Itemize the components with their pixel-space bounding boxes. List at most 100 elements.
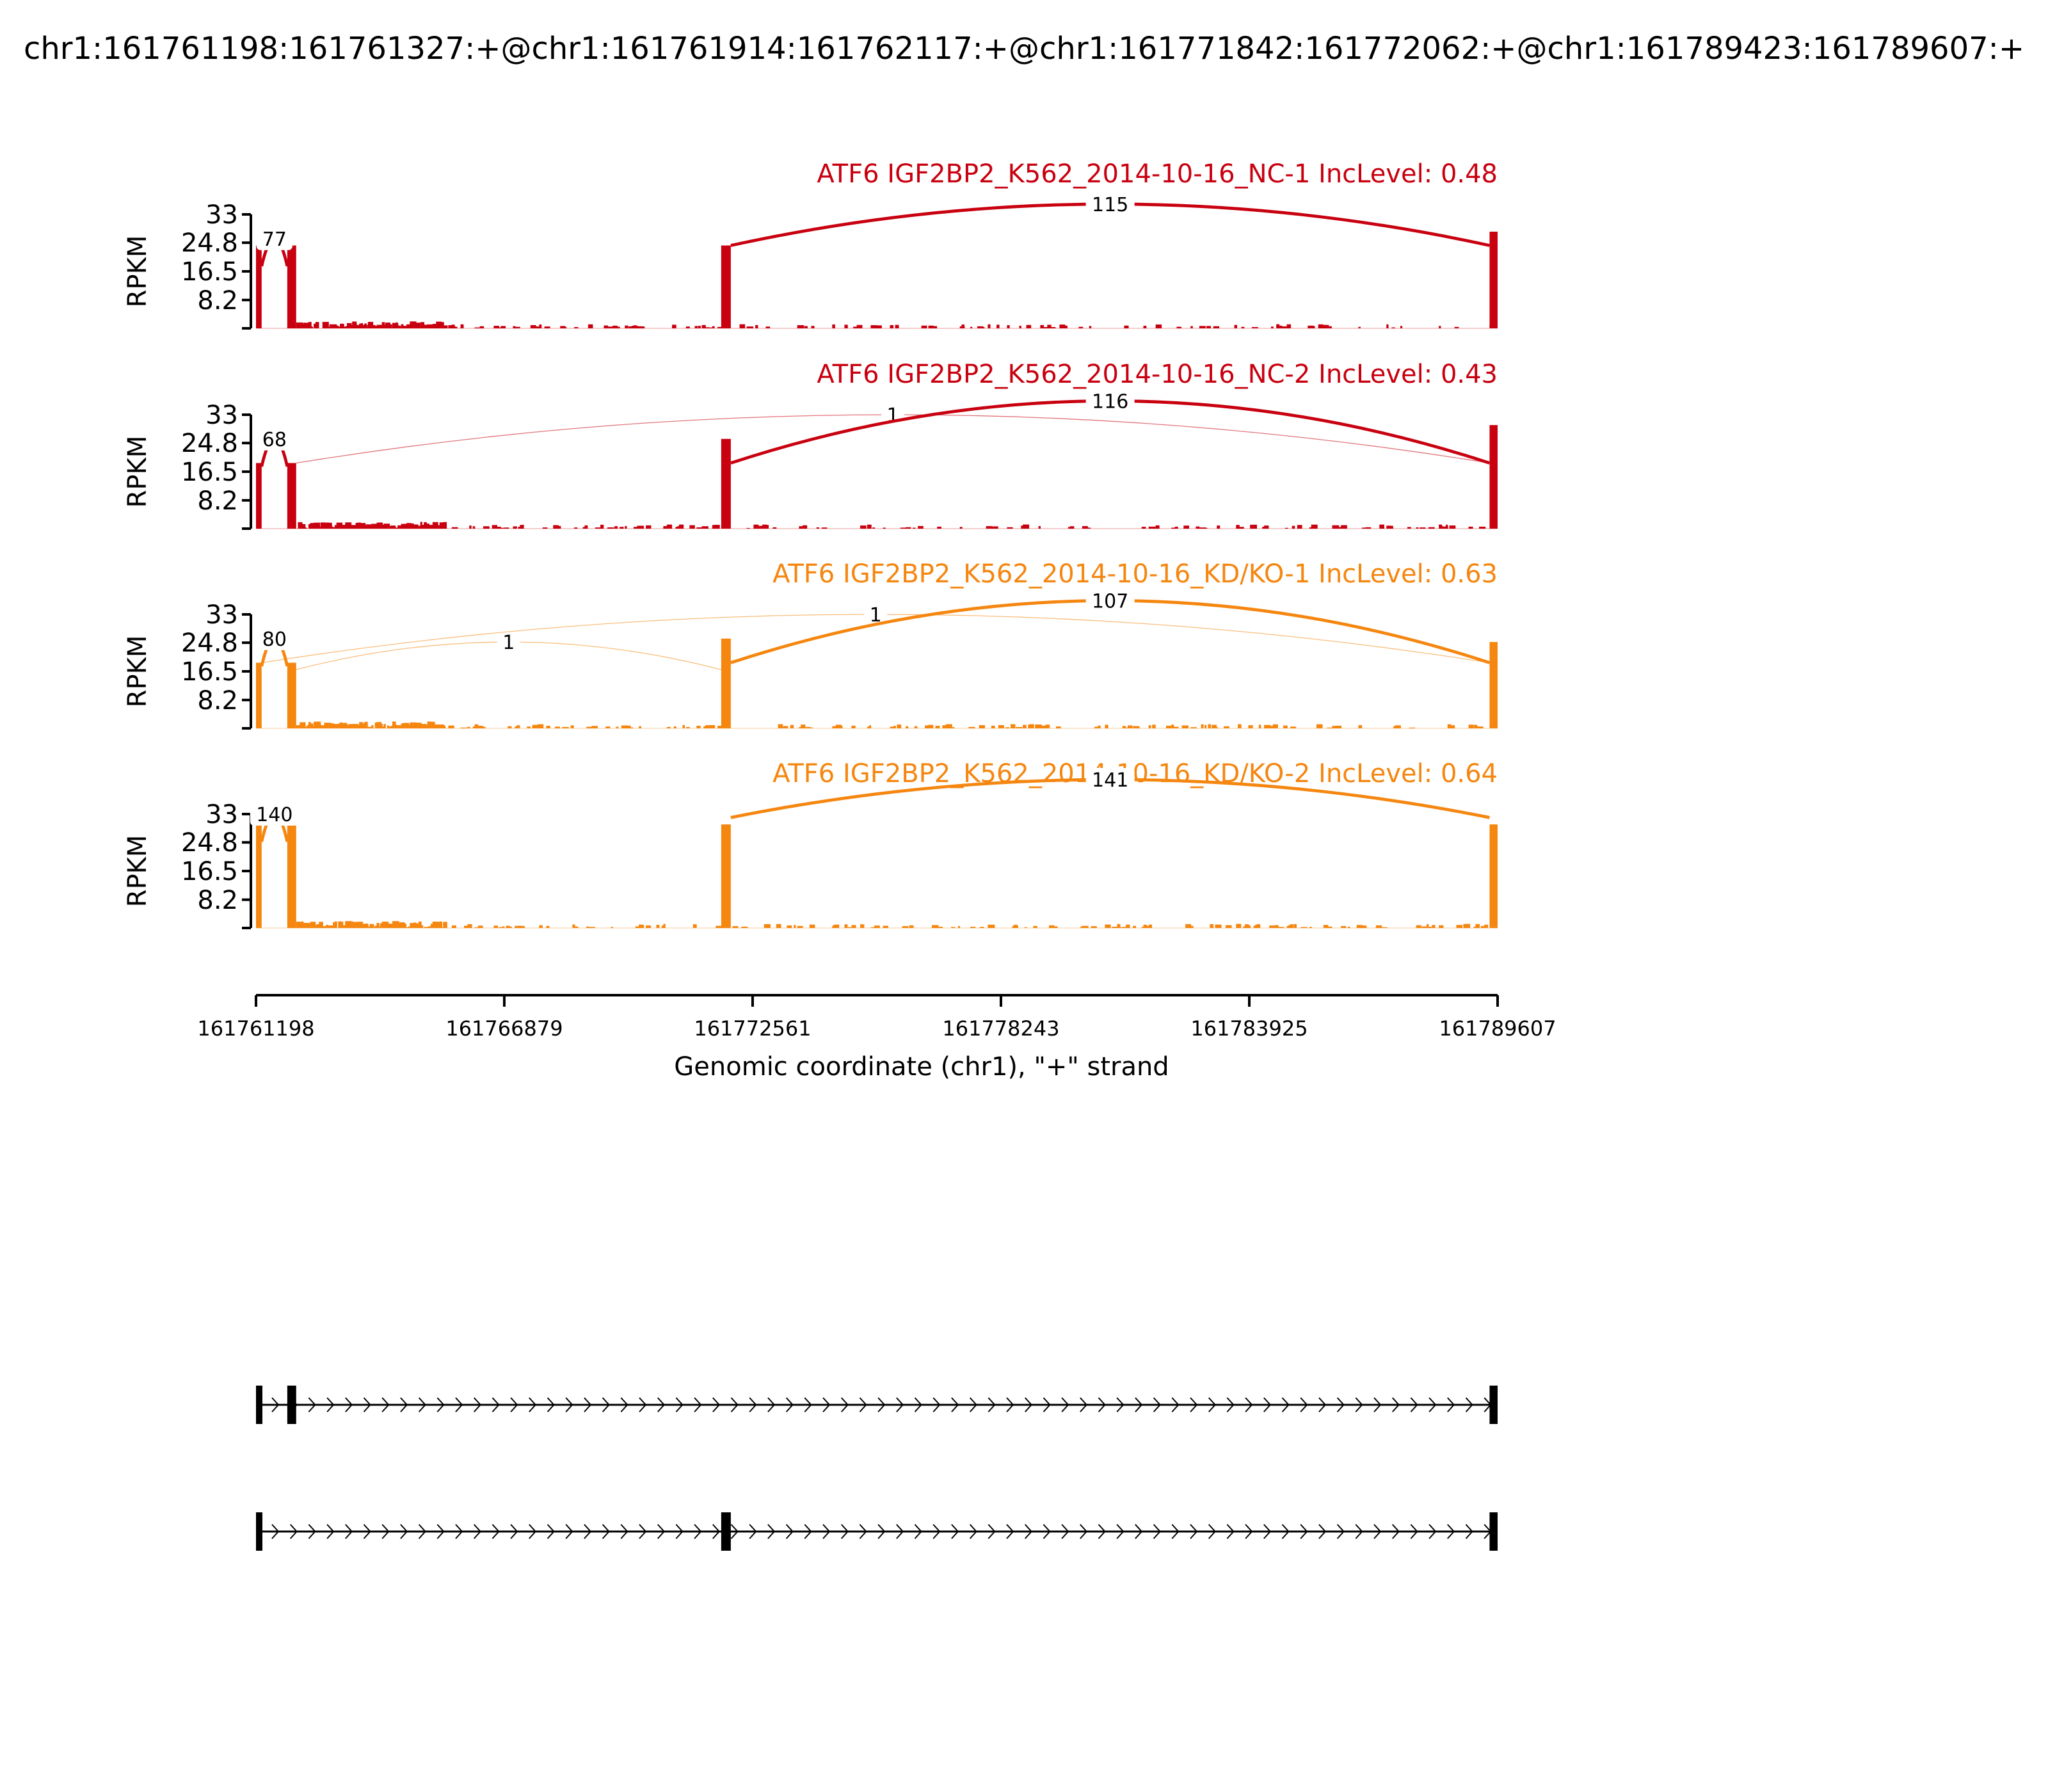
coverage-noise [1251,327,1258,328]
coverage-noise [387,324,392,328]
coverage-noise [1290,924,1293,928]
y-tick-label: 16.5 [181,857,238,886]
coverage-noise [1274,925,1279,928]
coverage-noise [876,325,882,328]
coverage-noise [350,525,357,529]
coverage-noise [502,926,505,928]
coverage-noise [1407,527,1411,529]
coverage-noise [443,725,445,728]
coverage-noise [1023,724,1027,728]
strand-arrow [529,1524,537,1539]
coverage-noise [1473,724,1478,728]
coverage-noise [401,524,408,529]
y-tick-label: 8.2 [197,486,238,516]
coverage-noise [705,327,710,328]
y-tick-label: 8.2 [197,286,238,316]
coverage-noise [479,726,486,728]
coverage-noise [1248,725,1253,728]
coverage-noise [1363,527,1367,529]
coverage-noise [553,525,559,529]
coverage-noise [640,326,645,328]
strand-arrow [1190,1524,1198,1539]
coverage-noise [646,925,652,928]
coverage-noise [378,724,383,728]
coverage-noise [932,925,939,928]
coverage-noise [1112,926,1118,928]
coverage-noise [1281,326,1288,328]
coverage-noise [504,527,509,529]
coverage-noise [980,326,985,328]
strand-arrow [1318,1524,1327,1539]
coverage-noise [712,326,715,328]
strand-arrow [345,1524,353,1539]
y-tick-label: 33 [205,200,238,230]
coverage-noise [1062,326,1065,328]
coverage-noise [1212,724,1217,728]
coverage-noise [1155,324,1162,328]
coverage-noise [1286,324,1292,328]
coverage-noise [1213,727,1219,728]
strand-arrow [785,1397,794,1412]
coverage-noise [515,326,520,328]
coverage-noise [366,924,369,928]
coverage-noise [890,726,895,728]
coverage-noise [802,724,806,728]
coverage-noise [469,525,472,529]
coverage-noise [1201,724,1204,728]
coverage-noise [1341,525,1347,529]
panel-title: ATF6 IGF2BP2_K562_2014-10-16_NC-2 IncLev… [817,360,1498,389]
coverage-noise [714,525,720,529]
strand-arrow [363,1397,371,1412]
strand-arrow [1373,1524,1382,1539]
strand-arrow [436,1524,445,1539]
coverage-noise [378,325,384,328]
coverage-noise [388,924,392,928]
coverage-noise [413,922,417,928]
coverage-noise [1029,724,1034,728]
coverage-noise [1348,926,1350,928]
junction-label-bg [1085,192,1135,216]
coverage-noise [1356,925,1363,928]
exon-coverage [256,662,262,728]
coverage-noise [703,527,709,529]
junction-label-bg [256,627,292,650]
coverage-noise [1117,924,1121,928]
coverage-noise [1133,925,1137,928]
coverage-noise [522,524,524,529]
strand-arrow [1373,1397,1382,1412]
coverage-noise [515,925,522,928]
strand-arrow [969,1397,977,1412]
coverage-noise [303,922,310,928]
exon-coverage [1489,642,1498,728]
coverage-noise [1447,724,1452,728]
coverage-noise [326,925,328,928]
coverage-noise [463,925,468,928]
strand-arrow [1428,1524,1437,1539]
exon-coverage [287,817,296,928]
coverage-noise [1439,524,1442,529]
coverage-noise [513,326,516,328]
junction-label-bg [1085,768,1135,792]
coverage-noise [1316,724,1323,728]
coverage-noise [1386,324,1389,328]
coverage-noise [367,527,374,529]
coverage-noise [790,724,794,728]
coverage-noise [443,522,447,529]
strand-arrow [859,1524,867,1539]
strand-arrow [584,1524,592,1539]
coverage-noise [787,925,792,928]
coverage-noise [656,925,660,928]
coverage-noise [367,926,370,928]
coverage-noise [397,325,401,328]
coverage-noise [307,924,310,928]
coverage-noise [928,724,934,728]
coverage-noise [937,927,943,928]
coverage-noise [518,925,525,928]
coverage-noise [296,322,303,328]
strand-arrow [1006,1524,1014,1539]
coverage-noise [834,924,840,928]
strand-arrow [271,1397,280,1412]
coverage-noise [300,722,306,728]
coverage-noise [308,923,311,928]
coverage-noise [940,927,943,928]
